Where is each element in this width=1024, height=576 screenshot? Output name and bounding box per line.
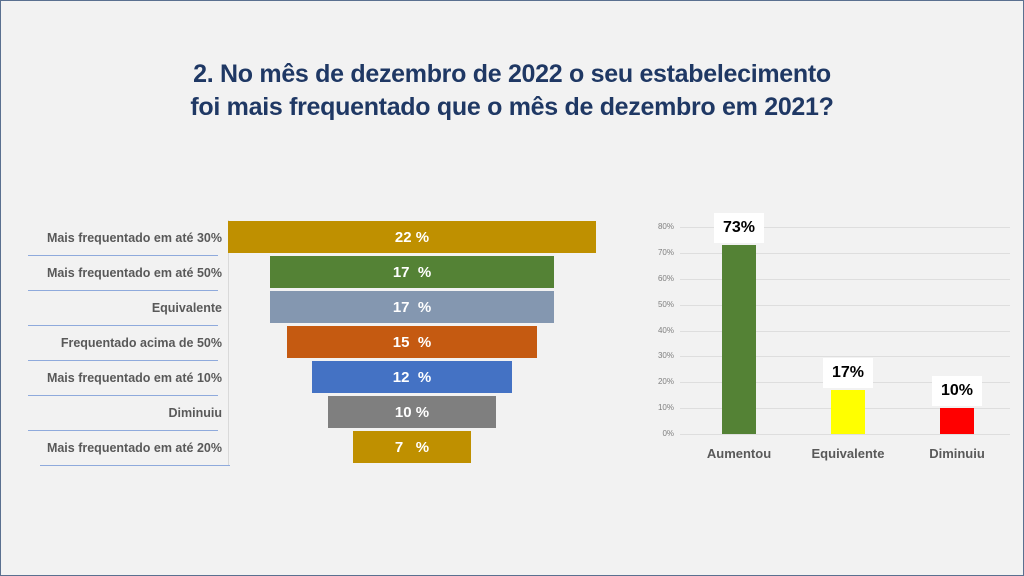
funnel-data-label: 17 %: [392, 263, 432, 281]
slide-title: 2. No mês de dezembro de 2022 o seu esta…: [0, 58, 1024, 124]
funnel-category-label: Mais frequentado em até 50%: [46, 266, 222, 280]
funnel-bar: 15 %: [286, 326, 538, 358]
gridline: [680, 305, 1010, 306]
bar-aumentou: [722, 245, 756, 434]
funnel-category-label: Diminuiu: [168, 406, 222, 420]
title-line-1: 2. No mês de dezembro de 2022 o seu esta…: [193, 60, 831, 88]
y-tick-label: 60%: [657, 274, 674, 283]
gridline: [680, 227, 1010, 228]
bar-equivalente: [831, 390, 865, 434]
funnel-data-label: 15 %: [392, 333, 432, 351]
y-tick-label: 70%: [657, 248, 674, 257]
funnel-category-label: Mais frequentado em até 20%: [46, 441, 222, 455]
funnel-category-label: Mais frequentado em até 30%: [46, 231, 222, 245]
y-tick-label: 50%: [657, 300, 674, 309]
gridline: [680, 331, 1010, 332]
funnel-separator: [28, 395, 218, 396]
funnel-separator: [28, 325, 218, 326]
x-category-label: Equivalente: [811, 446, 885, 461]
funnel-data-label: 7 %: [394, 438, 430, 456]
funnel-bar: 17 %: [269, 256, 555, 288]
funnel-data-label: 22 %: [394, 228, 430, 246]
funnel-data-label: 12 %: [392, 368, 432, 386]
bar-diminuiu: [940, 408, 974, 434]
y-tick-label: 40%: [657, 326, 674, 335]
gridline: [680, 253, 1010, 254]
y-tick-label: 80%: [657, 222, 674, 231]
y-tick-label: 10%: [657, 403, 674, 412]
data-label: 10%: [932, 376, 982, 407]
funnel-separator: [28, 430, 218, 431]
data-label: 17%: [823, 358, 873, 388]
funnel-axis-line: [228, 220, 229, 465]
funnel-separator: [28, 360, 218, 361]
funnel-category-label: Frequentado acima de 50%: [60, 336, 222, 350]
y-tick-label: 0%: [662, 429, 674, 438]
gridline: [680, 356, 1010, 357]
y-tick-label: 30%: [657, 351, 674, 360]
funnel-data-label: 10 %: [394, 403, 430, 421]
data-label: 73%: [714, 213, 764, 244]
funnel-bar: 22 %: [228, 221, 596, 253]
gridline: [680, 434, 1010, 435]
title-line-2: foi mais frequentado que o mês de dezemb…: [190, 93, 834, 121]
funnel-bar: 10 %: [328, 396, 496, 428]
funnel-category-label: Mais frequentado em até 10%: [46, 371, 222, 385]
y-tick-label: 20%: [657, 377, 674, 386]
funnel-bar: 7 %: [353, 431, 471, 463]
funnel-category-label: Equivalente: [151, 301, 222, 315]
funnel-data-label: 17 %: [392, 298, 432, 316]
gridline: [680, 279, 1010, 280]
funnel-separator: [40, 465, 230, 466]
funnel-separator: [28, 255, 218, 256]
x-category-label: Diminuiu: [929, 446, 985, 461]
x-category-label: Aumentou: [706, 446, 772, 461]
funnel-bar: 17 %: [269, 291, 555, 323]
funnel-separator: [28, 290, 218, 291]
funnel-bar: 12 %: [311, 361, 513, 393]
